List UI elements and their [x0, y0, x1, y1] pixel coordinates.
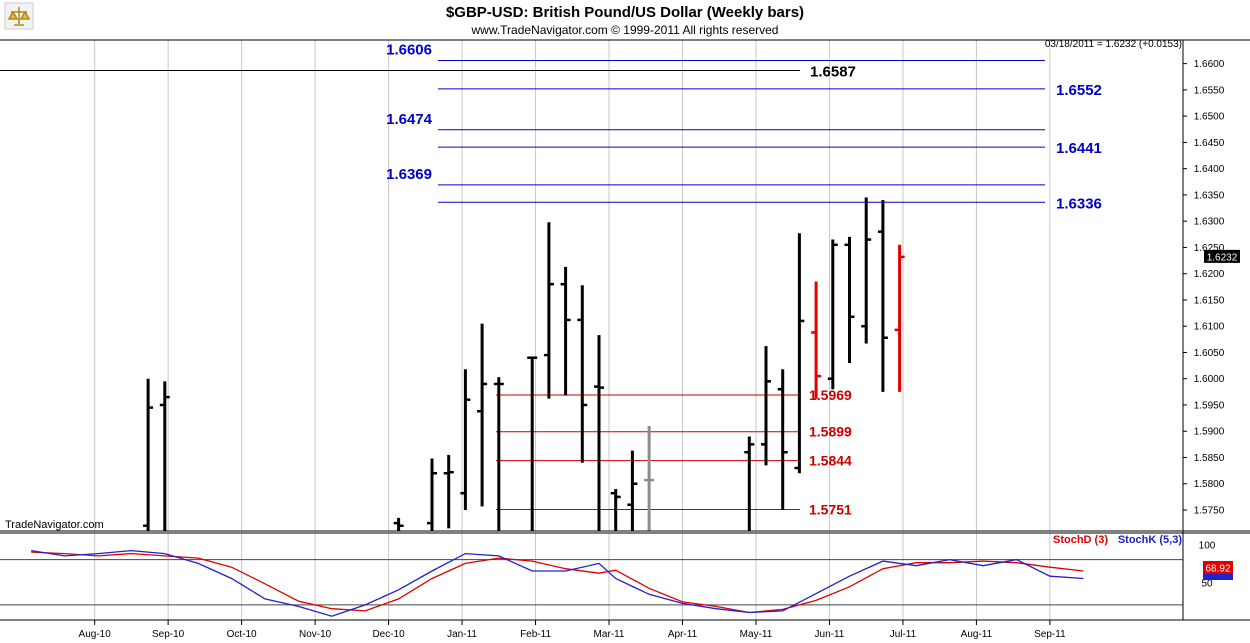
stoch-d-tag [1203, 560, 1233, 574]
y-tick-label: 1.6600 [1194, 59, 1225, 70]
x-tick-label: Feb-11 [520, 629, 551, 640]
stoch-k-line [31, 549, 1084, 617]
x-tick-label: Sep-10 [152, 629, 185, 640]
x-tick-label: Jan-11 [447, 629, 477, 640]
x-tick-label: Jun-11 [815, 629, 845, 640]
watermark-text: TradeNavigator.com [5, 519, 104, 531]
price-readout: 03/18/2011 = 1.6232 (+0.0153) [1045, 39, 1182, 50]
x-tick-label: May-11 [740, 629, 773, 640]
y-tick-label: 1.5950 [1194, 400, 1225, 411]
y-tick-label: 1.6450 [1194, 138, 1225, 149]
y-tick-label: 1.5800 [1194, 479, 1225, 490]
y-tick-label: 1.6400 [1194, 164, 1225, 175]
ohlc-bar [143, 378, 154, 531]
ohlc-bar [427, 458, 437, 531]
blue-level-label: 1.6336 [1056, 195, 1102, 212]
chart-title: $GBP-USD: British Pound/US Dollar (Weekl… [446, 4, 804, 21]
y-tick-label: 1.6100 [1194, 322, 1225, 333]
x-tick-label: Sep-11 [1034, 629, 1066, 640]
y-tick-label: 1.6050 [1194, 348, 1225, 359]
stochastic-panel: 100 50 68.92 [0, 541, 1233, 617]
last-price-tag [1204, 249, 1240, 263]
ohlc-bar [493, 377, 504, 531]
ohlc-bar [543, 222, 554, 399]
red-level-label: 1.5969 [809, 387, 852, 403]
ohlc-bar [577, 285, 588, 463]
x-tick-label: Oct-10 [227, 629, 257, 640]
axes: Aug-10 Sep-10 Oct-10 Nov-10 Dec-10 Jan-11 Feb-… [0, 39, 1250, 640]
ohlc-bar [777, 369, 788, 510]
stoch-d-readout: 68.92 [1205, 563, 1230, 574]
scales-logo-icon [4, 2, 34, 30]
ohlc-bar [527, 356, 538, 531]
ohlc-bar [761, 346, 771, 466]
ohlc-bar [877, 200, 888, 392]
ohlc-bar [811, 281, 822, 399]
stoch-y-tick-label: 100 [1199, 541, 1216, 552]
ohlc-bar [443, 454, 454, 529]
stoch-y-tick-label: 50 [1201, 578, 1213, 589]
ohlc-bar [159, 381, 170, 531]
y-tick-label: 1.5900 [1194, 427, 1225, 438]
y-tick-label: 1.6000 [1194, 374, 1225, 385]
last-price-label: 1.6232 [1207, 252, 1238, 263]
x-tick-label: Jul-11 [890, 629, 917, 640]
ohlc-bar [744, 436, 755, 531]
red-level-label: 1.5751 [809, 501, 852, 517]
ohlc-bar [594, 335, 604, 531]
ohlc-bar [644, 425, 655, 531]
blue-level-label: 1.6369 [386, 166, 432, 183]
level-lines: 1.6587 1.6606 1.6552 1.6474 1.6441 1.6369 1.63… [0, 41, 1102, 517]
ohlc-bar [861, 197, 872, 344]
y-tick-label: 1.6250 [1194, 243, 1225, 254]
ohlc-bar [827, 239, 838, 390]
blue-level-label: 1.6606 [386, 41, 432, 58]
x-tick-label: Nov-10 [299, 629, 332, 640]
y-tick-label: 1.5750 [1194, 505, 1225, 516]
x-tick-label: Dec-10 [372, 629, 405, 640]
ohlc-bar [627, 450, 638, 531]
ohlc-bar [560, 266, 571, 396]
red-level-label: 1.5844 [809, 453, 852, 469]
blue-level-label: 1.6441 [1056, 140, 1102, 157]
y-tick-label: 1.6200 [1194, 269, 1225, 280]
y-tick-label: 1.6550 [1194, 85, 1225, 96]
stoch-k-tag [1203, 573, 1233, 580]
y-tick-label: 1.6150 [1194, 295, 1225, 306]
y-tick-label: 1.6500 [1194, 112, 1225, 123]
y-tick-label: 1.6300 [1194, 217, 1225, 228]
y-tick-label: 1.6350 [1194, 190, 1225, 201]
blue-level-label: 1.6552 [1056, 82, 1102, 99]
ohlc-bar [477, 323, 488, 507]
ohlc-bar [844, 236, 855, 363]
stoch-d-legend: StochD (3) [1053, 534, 1108, 546]
ohlc-bar [460, 369, 471, 510]
price-bars [143, 197, 905, 531]
grid-lines [94, 40, 1051, 620]
x-tick-label: Aug-11 [961, 629, 993, 640]
ohlc-bar [794, 233, 805, 474]
x-tick-label: Mar-11 [594, 629, 625, 640]
black-level-label: 1.6587 [810, 63, 856, 80]
y-tick-label: 1.5850 [1194, 453, 1225, 464]
x-tick-label: Apr-11 [668, 629, 698, 640]
ohlc-bar [894, 244, 905, 392]
stoch-k-legend: StochK (5,3) [1118, 534, 1183, 546]
ohlc-bar [393, 517, 404, 531]
red-level-label: 1.5899 [809, 424, 852, 440]
x-tick-label: Aug-10 [79, 629, 112, 640]
ohlc-bar [610, 488, 621, 531]
chart-subtitle: www.TradeNavigator.com © 1999-2011 All r… [471, 23, 779, 37]
blue-level-label: 1.6474 [386, 111, 433, 128]
